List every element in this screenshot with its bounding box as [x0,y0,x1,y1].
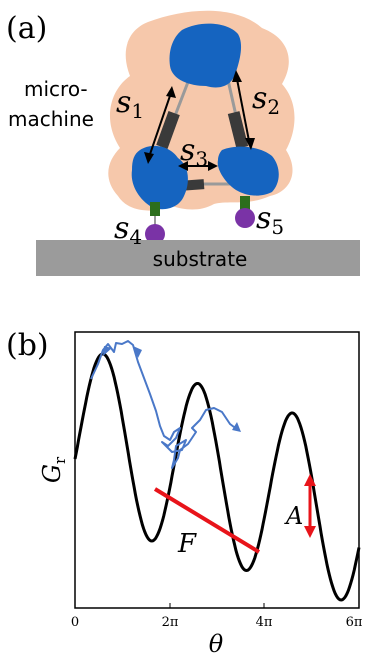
x-tick-label-6pi: 6π [346,615,363,630]
substrate-label: substrate [153,247,248,271]
svg-text:Gr: Gr [38,456,69,483]
top-body [169,23,242,88]
spring-label-s3: s3 [180,133,208,171]
arrow-s1-head-bottom [144,152,154,164]
micromachine-label-line1: micro- [24,77,88,101]
arrow-s1-line [147,89,173,161]
arrow-s3-head-left [178,161,188,171]
plot-frame [74,331,360,609]
energy-landscape-curve [73,352,361,602]
panel-b-label: (b) [6,328,49,363]
force-label: F [177,529,197,559]
arrow-s2-head-top [232,70,242,82]
x-tick-label-4pi: 4π [256,615,273,630]
amplitude-label: A [284,502,303,530]
x-tick-marks [74,603,360,608]
spring-label-s4: s4 [114,211,142,249]
y-axis-label: Gr [38,456,69,483]
arrow-s2-head-bottom [245,138,255,150]
trajectory [90,340,241,469]
right-sphere [235,208,255,228]
left-anchor [150,202,160,216]
panel-a-label: (a) [6,11,47,46]
trajectory-arrowhead-3 [232,422,241,432]
arrow-s2-line [235,73,251,147]
panel-a: (a) substrate micro- machine [6,10,360,276]
force-line [153,487,261,554]
trajectory-arrowhead-1 [103,346,112,356]
panel-b: (b) 0 2π 4π 6π θ Gr F [6,328,363,658]
right-anchor [240,196,250,210]
x-axis-label: θ [209,630,224,658]
trajectory-arrowhead-2 [133,346,142,358]
x-tick-label-2pi: 2π [162,615,179,630]
micromachine-label-line2: machine [8,107,94,131]
substrate [36,240,360,276]
left-sphere [145,224,165,244]
amplitude-arrowhead-top [304,474,316,486]
spring-s1-block [156,111,180,149]
spring-label-s1: s1 [116,85,144,123]
spring-arrowheads [144,70,255,171]
spring-label-s5: s5 [256,201,284,239]
arrow-s3-head-right [208,161,218,171]
right-foot-body [217,146,279,196]
trajectory-path [90,340,239,469]
spring-label-s2: s2 [252,81,280,119]
left-foot-body [131,145,188,210]
amplitude-arrowhead-bottom [304,526,316,538]
x-tick-label-0: 0 [71,615,79,630]
spring-s2-block [227,111,249,149]
arrow-s1-head-top [166,86,176,98]
